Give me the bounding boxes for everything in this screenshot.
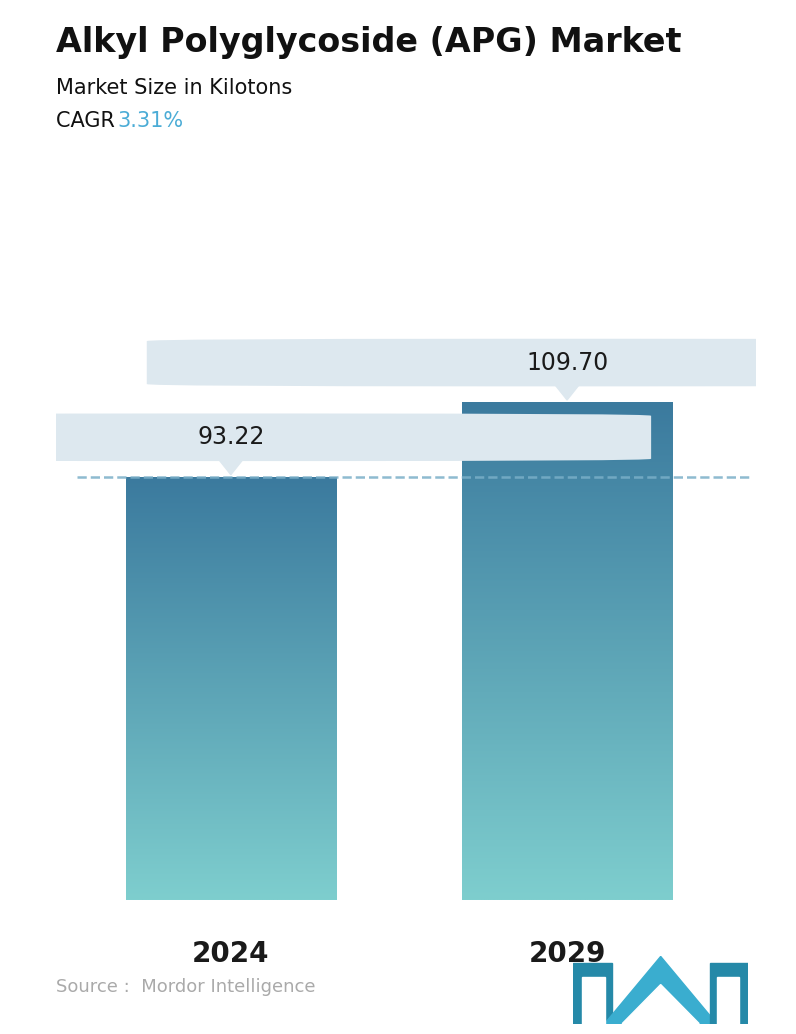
Text: Alkyl Polyglycoside (APG) Market: Alkyl Polyglycoside (APG) Market	[56, 26, 681, 59]
Polygon shape	[555, 384, 579, 400]
Polygon shape	[582, 977, 605, 1024]
Text: Market Size in Kilotons: Market Size in Kilotons	[56, 78, 292, 97]
Text: CAGR: CAGR	[56, 111, 128, 130]
Polygon shape	[716, 977, 739, 1024]
Text: 2029: 2029	[529, 940, 606, 969]
Polygon shape	[622, 984, 699, 1024]
Text: 2024: 2024	[192, 940, 270, 969]
FancyBboxPatch shape	[146, 339, 796, 387]
Polygon shape	[218, 459, 244, 475]
Text: 109.70: 109.70	[526, 351, 608, 374]
Text: 93.22: 93.22	[197, 425, 264, 450]
Polygon shape	[605, 956, 716, 1024]
Polygon shape	[710, 963, 748, 1024]
FancyBboxPatch shape	[0, 414, 651, 461]
Polygon shape	[573, 963, 611, 1024]
Text: 3.31%: 3.31%	[118, 111, 184, 130]
Text: Source :  Mordor Intelligence: Source : Mordor Intelligence	[56, 978, 315, 997]
